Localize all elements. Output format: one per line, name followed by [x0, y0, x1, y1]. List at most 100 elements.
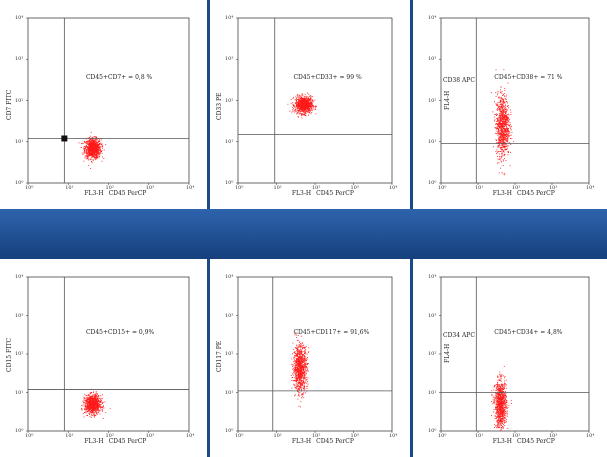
scatter-point	[297, 107, 298, 109]
scatter-point	[298, 383, 300, 384]
scatter-point	[506, 117, 507, 118]
scatter-point	[298, 375, 300, 377]
scatter-point	[295, 99, 297, 101]
scatter-point	[100, 405, 101, 407]
scatter-point	[86, 405, 88, 406]
scatter-point	[91, 402, 93, 404]
scatter-point	[94, 394, 96, 396]
scatter-point	[497, 132, 499, 134]
scatter-point	[85, 403, 87, 405]
scatter-point	[499, 156, 501, 158]
scatter-point	[296, 95, 298, 97]
scatter-point	[504, 111, 506, 113]
scatter-point	[296, 347, 298, 349]
scatter-point	[507, 154, 509, 156]
scatter-point	[505, 101, 507, 102]
scatter-point	[303, 367, 305, 368]
scatter-point	[499, 137, 501, 139]
scatter-point	[94, 140, 96, 141]
scatter-point	[500, 91, 502, 93]
scatter-point	[294, 365, 296, 367]
scatter-point	[92, 394, 94, 396]
scatter-point	[299, 391, 301, 393]
scatter-point	[505, 135, 507, 137]
scatter-point	[304, 107, 306, 109]
scatter-point	[93, 406, 95, 408]
scatter-point	[299, 345, 301, 347]
scatter-point	[94, 402, 96, 403]
scatter-point	[503, 120, 504, 122]
scatter-point	[503, 405, 505, 406]
scatter-point	[295, 378, 297, 380]
scatter-point	[297, 381, 299, 383]
scatter-point	[500, 96, 502, 98]
scatter-point	[501, 161, 502, 163]
scatter-point	[94, 397, 95, 398]
scatter-point	[301, 366, 303, 367]
scatter-point	[290, 99, 292, 101]
scatter-point	[304, 346, 306, 348]
scatter-point	[91, 143, 93, 145]
scatter-point	[296, 104, 298, 106]
scatter-point	[502, 173, 504, 175]
scatter-point	[504, 142, 505, 143]
scatter-point	[99, 401, 100, 403]
scatter-point	[310, 109, 312, 111]
scatter-point	[299, 360, 301, 362]
scatter-point	[498, 123, 500, 124]
scatter-point	[305, 361, 307, 363]
scatter-point	[295, 365, 297, 367]
scatter-point	[292, 364, 294, 366]
scatter-point	[85, 410, 87, 412]
scatter-point	[89, 146, 91, 148]
scatter-point	[298, 97, 300, 99]
scatter-point	[90, 149, 92, 150]
scatter-point	[496, 402, 498, 404]
x-axis-label: FL3-H CD45 PerCP	[292, 190, 354, 197]
scatter-point	[301, 353, 302, 354]
scatter-point	[301, 397, 302, 399]
scatter-point	[96, 413, 98, 415]
scatter-point	[99, 154, 101, 156]
x-tick-label: 10¹	[65, 433, 74, 439]
scatter-point	[294, 376, 296, 378]
scatter-plot-4	[26, 276, 190, 433]
scatter-point	[95, 149, 97, 151]
scatter-point	[501, 171, 503, 173]
scatter-point	[96, 158, 97, 160]
scatter-point	[304, 97, 306, 99]
scatter-point	[496, 407, 498, 409]
scatter-point	[99, 406, 101, 408]
scatter-point	[295, 368, 297, 370]
scatter-point	[300, 387, 302, 388]
scatter-point	[508, 120, 510, 122]
scatter-point	[502, 128, 504, 130]
scatter-point	[498, 117, 500, 118]
scatter-point	[304, 363, 306, 365]
scatter-point	[300, 363, 301, 365]
scatter-point	[505, 121, 507, 123]
scatter-point	[84, 140, 85, 142]
scatter-point	[98, 148, 100, 150]
x-tick-label: 10³	[549, 185, 558, 191]
scatter-point	[499, 122, 501, 124]
scatter-point	[503, 119, 504, 121]
scatter-point	[501, 105, 503, 107]
scatter-point	[301, 350, 302, 352]
plot-frame	[27, 17, 190, 184]
scatter-point	[300, 335, 302, 337]
scatter-point	[304, 103, 306, 104]
scatter-point	[298, 100, 299, 101]
scatter-point	[91, 148, 93, 150]
scatter-point	[501, 157, 502, 159]
scatter-point	[500, 121, 502, 123]
scatter-point	[86, 155, 88, 156]
x-tick-label: 10²	[105, 433, 114, 439]
scatter-point	[504, 154, 506, 156]
scatter-point	[303, 102, 304, 104]
scatter-point	[305, 98, 306, 100]
scatter-point	[311, 101, 313, 102]
scatter-point	[307, 102, 309, 103]
scatter-point	[497, 150, 499, 152]
x-tick-label: 10³	[350, 433, 359, 439]
